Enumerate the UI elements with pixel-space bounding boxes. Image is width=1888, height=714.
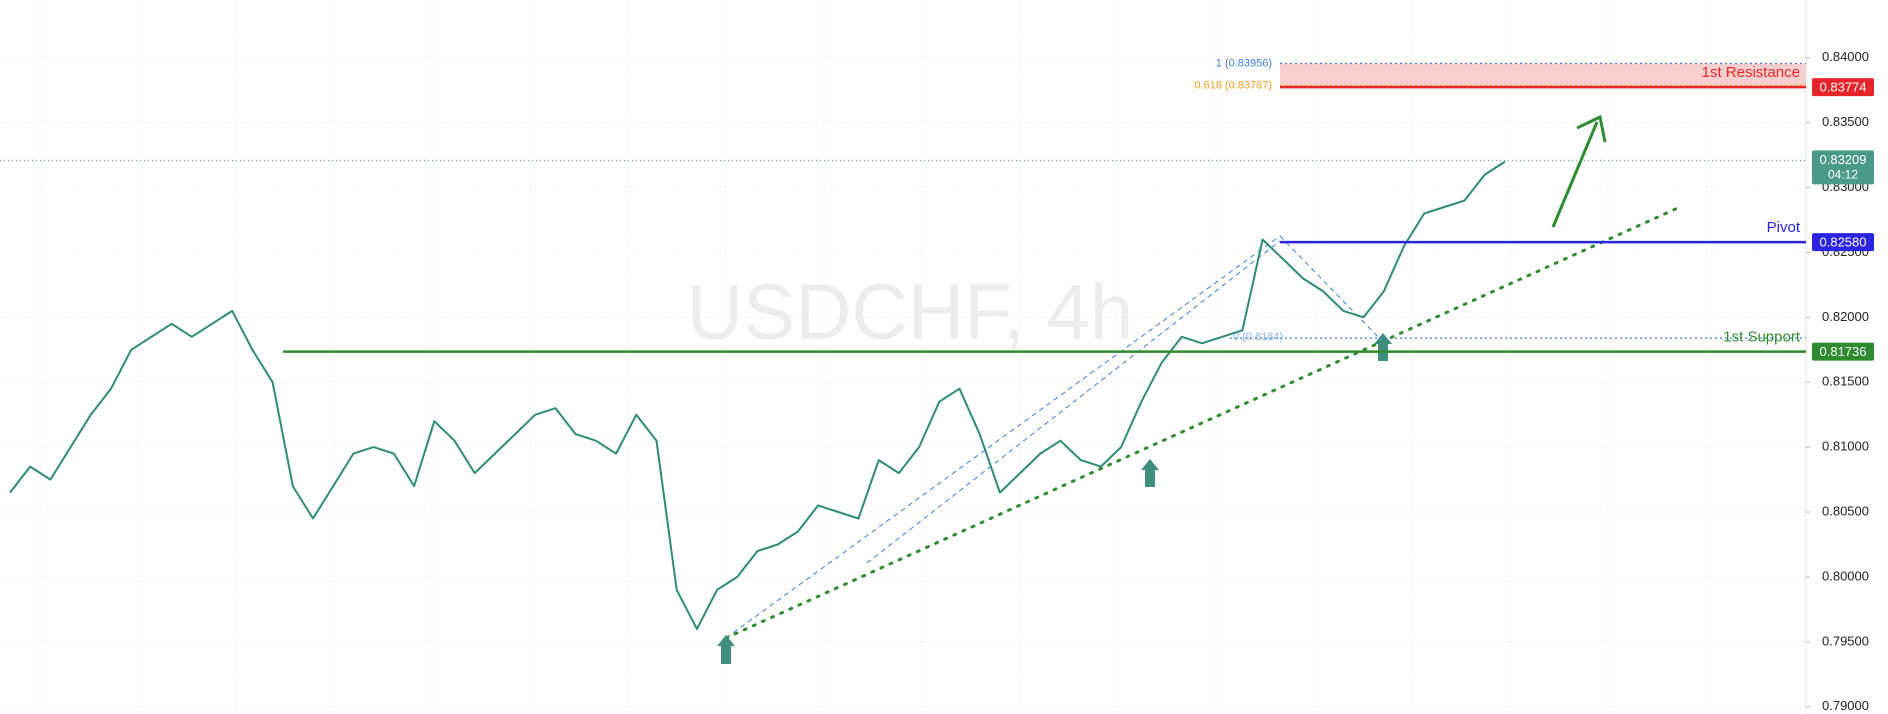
trend-dashed [866,240,1281,564]
y-tick-label: 0.81000 [1822,439,1869,454]
countdown: 04:12 [1828,168,1858,182]
watermark: USDCHF, 4h [687,268,1133,356]
level-name: 1st Support [1723,329,1801,346]
trend-dotted [724,205,1682,640]
up-arrow [1374,333,1392,361]
level-name: 1st Resistance [1702,64,1800,81]
price-tag [1812,233,1874,252]
y-tick-label: 0.84000 [1822,49,1869,64]
level-name: Pivot [1767,219,1801,236]
price-line [9,160,1506,630]
fib-label: 0 (0.8184) [1233,331,1283,343]
last-price-tag [1812,150,1874,185]
y-tick-label: 0.81500 [1822,374,1869,389]
y-tick-label: 0.79500 [1822,633,1869,648]
grid [0,0,1806,714]
price-tag-label: 0.83774 [1820,80,1867,95]
forecast-arrow-head [1576,114,1607,143]
annotations [717,0,1807,714]
trend-dashed [1279,235,1385,344]
fib-label: 0.618 (0.83787) [1194,79,1272,91]
price-tag-label: 0.82580 [1820,235,1867,250]
trend-dashed [725,235,1281,639]
resistance-zone [1280,63,1806,88]
price-tag-label: 0.81736 [1820,344,1867,359]
y-tick-label: 0.83500 [1822,114,1869,129]
price-tag [1812,342,1874,361]
y-tick-label: 0.80500 [1822,503,1869,518]
up-arrow [1141,459,1159,487]
last-price-label: 0.83209 [1820,152,1867,167]
forecast-arrow [1551,121,1599,228]
y-tick-label: 0.79000 [1822,698,1869,713]
y-tick-label: 0.80000 [1822,568,1869,583]
up-arrow [717,635,735,664]
y-tick-label: 0.82000 [1822,309,1869,324]
fib-label: 1 (0.83956) [1216,57,1272,69]
price-tag [1812,78,1874,97]
